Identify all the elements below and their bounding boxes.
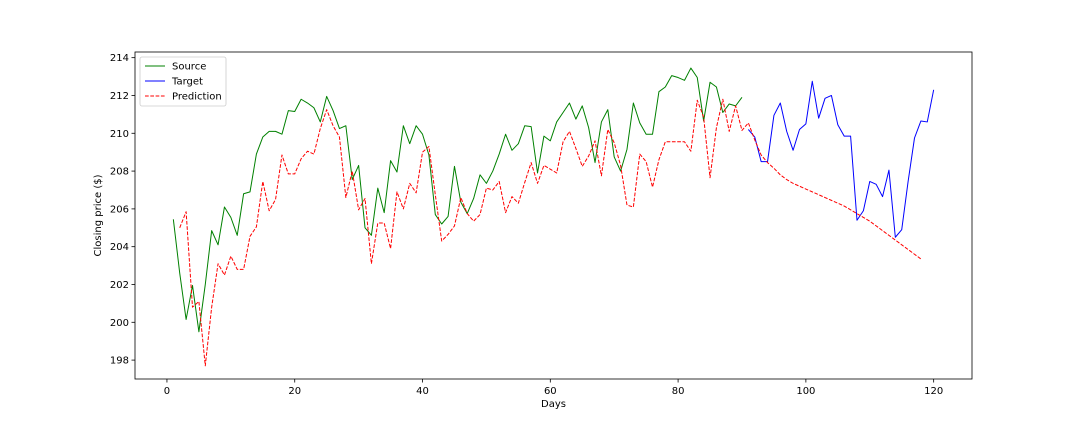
x-tick-label: 20 bbox=[288, 386, 301, 397]
series-line-prediction bbox=[179, 98, 922, 367]
y-tick-label: 200 bbox=[110, 318, 129, 329]
legend-label-source: Source bbox=[172, 62, 206, 73]
y-tick-label: 198 bbox=[110, 356, 129, 367]
legend: Source Target Prediction bbox=[139, 56, 227, 107]
x-tick-label: 60 bbox=[544, 386, 557, 397]
x-tick-label: 80 bbox=[672, 386, 685, 397]
x-axis: 0 20 40 60 80 100 120 bbox=[164, 379, 943, 397]
y-tick-label: 204 bbox=[110, 242, 129, 253]
x-tick-label: 0 bbox=[164, 386, 170, 397]
y-tick-label: 210 bbox=[110, 129, 129, 140]
series-line-source bbox=[172, 67, 743, 333]
y-tick-label: 212 bbox=[110, 91, 129, 102]
x-tick-label: 40 bbox=[416, 386, 429, 397]
y-axis: 198 200 202 204 206 208 210 212 214 bbox=[110, 53, 135, 367]
y-axis-label: Closing price ($) bbox=[93, 174, 104, 256]
plot-frame bbox=[134, 51, 973, 380]
legend-label-prediction: Prediction bbox=[172, 92, 222, 103]
y-tick-label: 206 bbox=[110, 204, 129, 215]
y-tick-label: 214 bbox=[110, 53, 129, 64]
x-axis-label: Days bbox=[541, 399, 566, 410]
y-tick-label: 208 bbox=[110, 167, 129, 178]
legend-box bbox=[139, 56, 227, 107]
x-tick-label: 120 bbox=[924, 386, 943, 397]
y-tick-label: 202 bbox=[110, 280, 129, 291]
series-line-target bbox=[747, 80, 935, 238]
x-tick-label: 100 bbox=[796, 386, 815, 397]
series-layer bbox=[172, 67, 935, 367]
legend-label-target: Target bbox=[171, 77, 203, 88]
